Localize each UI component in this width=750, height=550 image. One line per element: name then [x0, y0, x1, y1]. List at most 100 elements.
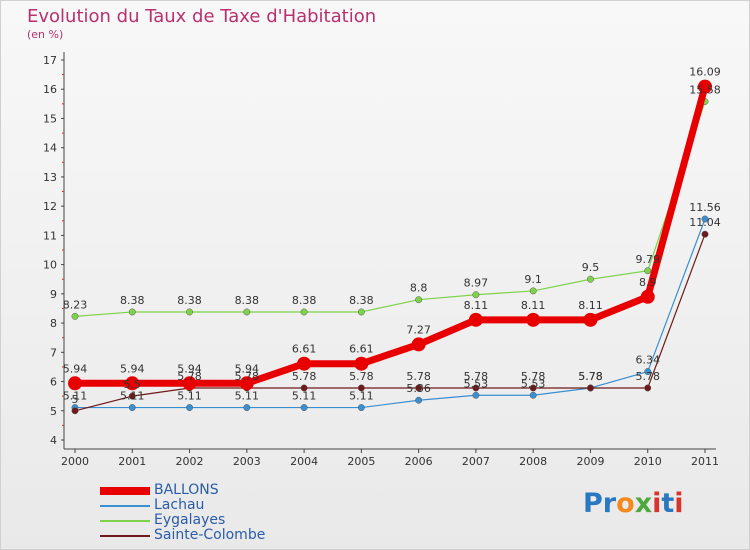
x-tick-label: 2005	[347, 455, 375, 468]
logo-letter: r	[602, 488, 617, 519]
data-label: 5.94	[177, 362, 202, 375]
data-label: 9.1	[524, 273, 542, 286]
data-label: 5.78	[578, 370, 603, 383]
data-label: 8.97	[464, 277, 489, 290]
data-point	[526, 312, 541, 327]
x-tick-label: 2007	[462, 455, 490, 468]
data-point	[128, 308, 136, 316]
legend-label: BALLONS	[154, 482, 219, 498]
data-point	[587, 384, 594, 392]
data-label: 7.27	[406, 323, 431, 336]
data-label: 5	[72, 393, 79, 406]
data-label: 8.38	[177, 294, 202, 307]
data-point	[587, 275, 594, 283]
y-tick-label: 13	[43, 171, 57, 184]
y-tick-label: 7	[50, 346, 57, 359]
y-tick-label: 16	[43, 83, 57, 96]
legend-swatch	[100, 505, 150, 507]
data-label: 5.78	[292, 370, 317, 383]
data-label: 5.94	[63, 362, 88, 375]
y-tick-label: 6	[50, 376, 57, 389]
data-point	[357, 404, 365, 412]
proxiti-logo: Proxiti	[583, 488, 684, 519]
logo-letter: i	[674, 488, 684, 519]
y-tick-label: 14	[43, 142, 57, 155]
data-point	[186, 308, 193, 316]
data-label: 8.11	[464, 299, 489, 312]
data-label: 8.38	[235, 294, 260, 307]
data-label: 8.11	[578, 299, 603, 312]
y-tick-label: 10	[43, 259, 57, 272]
data-label: 8.23	[63, 298, 88, 311]
data-point	[415, 296, 423, 304]
legend: BALLONS Lachau Eygalayes Sainte-Colombe	[100, 483, 330, 543]
legend-item: BALLONS	[100, 483, 330, 498]
data-label: 9.5	[582, 261, 600, 274]
data-point	[68, 376, 82, 391]
data-label: 16.09	[689, 66, 721, 79]
data-point	[415, 384, 423, 392]
data-label: 5.11	[235, 390, 260, 403]
data-label: 5.11	[292, 390, 317, 403]
data-point	[300, 308, 308, 316]
data-label: 9.79	[635, 253, 660, 266]
y-tick-label: 17	[43, 54, 57, 67]
data-label: 8.38	[349, 294, 374, 307]
data-label: 6.34	[635, 354, 660, 367]
data-point	[644, 384, 652, 392]
data-point	[300, 384, 308, 392]
data-label: 5.11	[349, 390, 374, 403]
data-point	[701, 215, 709, 223]
data-point	[415, 396, 423, 404]
x-tick-label: 2001	[118, 455, 146, 468]
data-label: 8.11	[521, 299, 546, 312]
data-point	[128, 404, 136, 412]
data-label: 5.11	[63, 390, 88, 403]
logo-letter: t	[661, 488, 675, 519]
data-label: 8.38	[120, 294, 145, 307]
data-label: 5.36	[406, 382, 431, 395]
data-label: 5.11	[177, 390, 202, 403]
legend-swatch	[100, 487, 150, 495]
data-point	[182, 376, 197, 391]
data-label: 5.78	[406, 370, 431, 383]
data-label: 11.56	[689, 201, 721, 214]
data-label: 5.94	[235, 362, 260, 375]
series-line-1	[75, 218, 706, 409]
data-point	[701, 230, 709, 238]
legend-label: Lachau	[154, 497, 205, 513]
x-tick-label: 2003	[233, 455, 261, 468]
series-layer	[68, 79, 712, 415]
data-point	[354, 356, 369, 371]
data-labels-layer: 5.94 5.94 5.94 5.94 6.61 6.61 7.27 8.11 8.11 8.11…	[63, 66, 721, 406]
data-label: 5.78	[235, 370, 260, 383]
data-label: 5.53	[521, 377, 546, 390]
x-tick-label: 2010	[634, 455, 662, 468]
data-label: 5.78	[464, 370, 489, 383]
data-point	[698, 79, 712, 94]
legend-item: Lachau	[100, 498, 330, 513]
data-point	[186, 404, 193, 412]
legend-label: Eygalayes	[154, 512, 226, 528]
data-label: 8.9	[639, 276, 657, 289]
x-tick-label: 2009	[576, 455, 604, 468]
data-point	[243, 308, 251, 316]
data-point	[243, 404, 251, 412]
data-point	[583, 312, 598, 327]
data-label: 6.61	[292, 343, 317, 356]
data-label: 5.94	[120, 362, 145, 375]
y-tick-label: 15	[43, 112, 57, 125]
data-label: 8.8	[410, 282, 428, 295]
data-label: 5.11	[120, 390, 145, 403]
legend-item: Eygalayes	[100, 513, 330, 528]
y-tick-label: 12	[43, 200, 57, 213]
x-tick-label: 2000	[61, 455, 89, 468]
data-point	[529, 391, 537, 399]
data-label: 6.61	[349, 343, 374, 356]
chart-subtitle: (en %)	[27, 28, 64, 41]
logo-letter: x	[634, 488, 653, 519]
y-tick-label: 4	[50, 434, 57, 447]
legend-swatch	[100, 535, 150, 537]
